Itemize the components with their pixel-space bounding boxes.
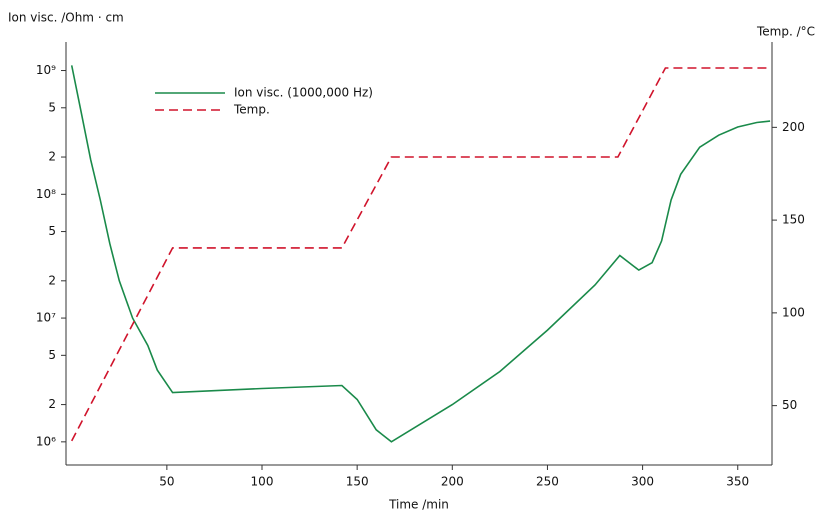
y-tick-label: 5 xyxy=(48,348,56,362)
x-tick-label: 300 xyxy=(631,475,654,489)
y-tick-label: 2 xyxy=(48,273,56,287)
x-tick-label: 50 xyxy=(159,475,174,489)
legend-label: Ion visc. (1000,000 Hz) xyxy=(234,86,373,100)
y-tick-label: 10⁸ xyxy=(36,187,56,201)
y-tick-label: 10⁶ xyxy=(36,434,56,448)
y-tick-label: 2 xyxy=(48,150,56,164)
y2-tick-label: 200 xyxy=(782,120,805,134)
y2-tick-label: 100 xyxy=(782,305,805,319)
x-axis-title: Time /min xyxy=(388,498,449,512)
y-tick-label: 10⁹ xyxy=(36,63,56,77)
legend-label: Temp. xyxy=(233,103,270,117)
x-tick-label: 100 xyxy=(251,475,274,489)
x-tick-label: 200 xyxy=(441,475,464,489)
y-tick-label: 2 xyxy=(48,397,56,411)
y-tick-label: 5 xyxy=(48,224,56,238)
y2-axis-title: Temp. /°C xyxy=(756,25,815,39)
y-tick-label: 10⁷ xyxy=(36,311,56,325)
x-tick-label: 250 xyxy=(536,475,559,489)
y-tick-label: 5 xyxy=(48,100,56,114)
series-line xyxy=(70,67,771,442)
y-axis-title: Ion visc. /Ohm · cm xyxy=(8,11,124,25)
y2-tick-label: 150 xyxy=(782,213,805,227)
x-tick-label: 350 xyxy=(726,475,749,489)
series-line xyxy=(70,65,771,443)
y2-tick-label: 50 xyxy=(782,398,797,412)
x-tick-label: 150 xyxy=(346,475,369,489)
